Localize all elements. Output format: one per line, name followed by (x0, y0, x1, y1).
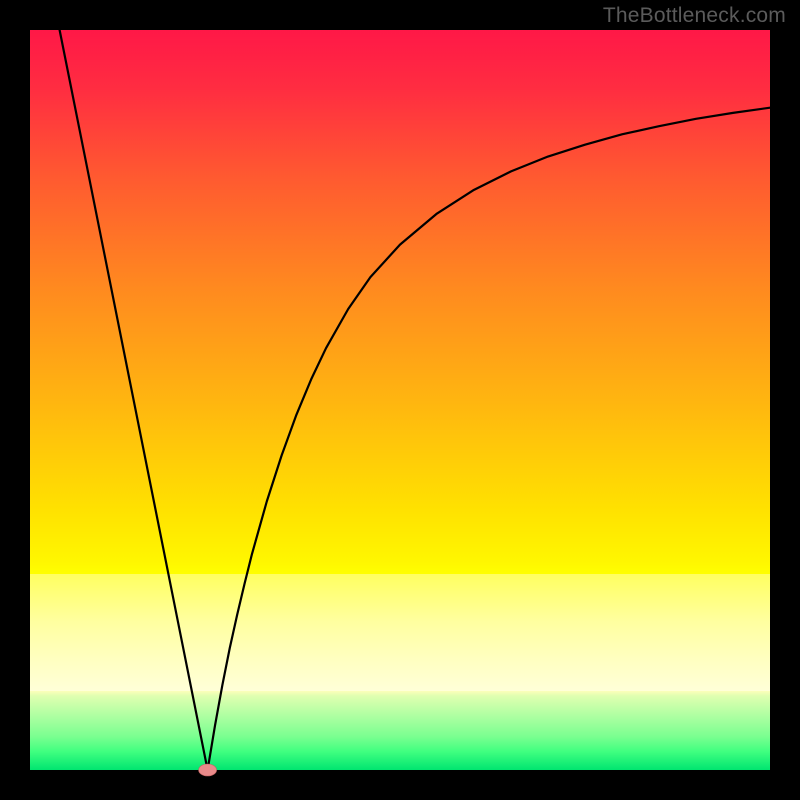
optimal-point-marker (199, 764, 217, 776)
chart-background-gradient (30, 30, 770, 770)
chart-container: TheBottleneck.com (0, 0, 800, 800)
bottleneck-chart (0, 0, 800, 800)
watermark-text: TheBottleneck.com (603, 4, 786, 28)
